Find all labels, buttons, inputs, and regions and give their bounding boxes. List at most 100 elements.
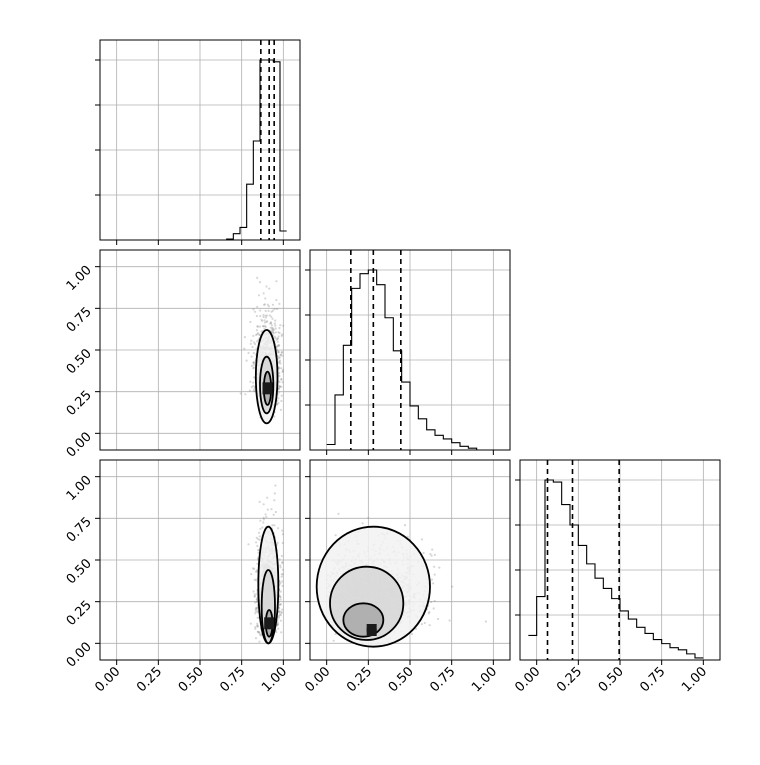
xtick-label-1-0: 0.00 (302, 664, 333, 695)
scatter-point-0-1063 (279, 324, 282, 327)
scatter-point-0-47 (278, 359, 282, 362)
scatter-point-0-485 (274, 337, 277, 340)
scatter-point-0-700 (261, 325, 265, 328)
scatter-point-1-133 (280, 573, 283, 576)
scatter-point-2-393 (437, 617, 440, 621)
scatter-point-0-820 (262, 303, 266, 306)
scatter-point-0-952 (276, 349, 279, 352)
xtick-label-1-3: 0.75 (427, 664, 458, 695)
scatter-point-1-1001 (257, 549, 260, 552)
scatter-point-2-286 (422, 551, 425, 555)
scatter-point-0-613 (276, 340, 279, 343)
scatter-point-0-418 (239, 392, 242, 395)
scatter-point-0-642 (278, 367, 281, 370)
scatter-point-0-1087 (275, 345, 279, 348)
scatter-point-1-114 (279, 596, 282, 599)
scatter-point-1-461 (281, 584, 284, 588)
scatter-point-1-113 (279, 619, 282, 622)
scatter-point-0-258 (279, 362, 282, 365)
scatter-point-1-899 (273, 492, 276, 495)
xtick-label-2-0: 0.00 (512, 664, 543, 695)
scatter-point-1-218 (276, 541, 279, 544)
scatter-point-0-1059 (252, 361, 255, 364)
scatter-point-0-928 (279, 385, 282, 388)
scatter-point-0-620 (278, 361, 281, 364)
xtick-label-2-2: 0.50 (596, 664, 627, 695)
scatter-point-0-911 (277, 344, 280, 348)
scatter-point-0-609 (270, 322, 273, 325)
scatter-point-0-91 (274, 331, 277, 334)
scatter-point-0-155 (249, 320, 252, 324)
scatter-point-0-575 (280, 399, 283, 403)
density-peak-1 (264, 617, 275, 630)
scatter-point-1-940 (281, 561, 284, 565)
scatter-point-0-402 (252, 363, 255, 366)
scatter-point-0-1047 (252, 334, 255, 337)
scatter-point-1-707 (256, 624, 259, 628)
scatter-point-0-236 (271, 328, 274, 331)
scatter-point-0-140 (243, 347, 246, 350)
scatter-point-0-550 (278, 380, 281, 383)
scatter-point-0-719 (259, 309, 262, 312)
xtick-label-2-1: 0.25 (554, 664, 585, 695)
scatter-point-0-876 (264, 316, 267, 319)
scatter-point-0-892 (262, 325, 265, 328)
scatter-point-1-584 (279, 582, 282, 585)
scatter-point-0-859 (253, 361, 256, 364)
scatter-point-0-31 (264, 309, 267, 313)
scatter-point-1-213 (258, 535, 261, 538)
scatter-point-1-135 (254, 610, 258, 613)
scatter-point-0-776 (280, 350, 283, 354)
scatter-point-0-802 (245, 359, 248, 362)
scatter-point-1-427 (256, 622, 259, 625)
scatter-point-2-3 (432, 607, 435, 610)
scatter-point-0-891 (277, 387, 280, 390)
scatter-point-0-819 (256, 332, 260, 335)
scatter-point-0-239 (252, 381, 255, 384)
scatter-point-1-478 (262, 503, 265, 506)
scatter-point-1-956 (250, 573, 253, 576)
scatter-point-0-44 (276, 337, 279, 340)
scatter-point-1-89 (262, 516, 265, 519)
histogram-0 (220, 59, 287, 241)
scatter-point-0-963 (280, 378, 283, 381)
scatter-point-1-653 (255, 541, 258, 544)
scatter-point-1-128 (278, 610, 281, 613)
scatter-point-0-552 (277, 351, 280, 354)
scatter-point-1-784 (255, 536, 258, 540)
scatter-point-0-874 (273, 328, 276, 331)
scatter-point-0-79 (279, 408, 282, 411)
scatter-point-1-945 (274, 510, 277, 514)
scatter-point-1-1062 (278, 558, 281, 561)
scatter-point-1-92 (279, 566, 282, 569)
scatter-point-0-157 (279, 353, 282, 356)
scatter-point-1-1045 (278, 603, 281, 606)
scatter-point-0-1017 (253, 310, 257, 313)
scatter-point-2-660 (428, 624, 431, 627)
scatter-point-0-574 (271, 303, 274, 306)
ytick-label-1-2: 0.50 (64, 346, 95, 377)
scatter-point-1-617 (281, 568, 284, 571)
scatter-point-1-532 (255, 600, 258, 604)
scatter-point-1-579 (273, 499, 276, 502)
scatter-point-2-258 (433, 573, 436, 576)
scatter-point-2-1023 (429, 552, 432, 556)
scatter-point-2-596 (411, 633, 414, 636)
ytick-label-1-4: 1.00 (64, 263, 95, 294)
scatter-point-0-904 (257, 294, 261, 297)
scatter-point-0-277 (263, 324, 267, 328)
scatter-point-1-981 (277, 627, 280, 630)
scatter-point-0-153 (271, 331, 274, 334)
scatter-point-0-331 (265, 320, 268, 323)
scatter-point-1-211 (279, 564, 282, 567)
scatter-point-2-190 (361, 522, 364, 525)
scatter-point-0-250 (279, 354, 282, 357)
scatter-point-2-956 (433, 599, 436, 603)
scatter-point-0-230 (281, 333, 284, 336)
xtick-label-0-0: 0.00 (92, 664, 123, 695)
scatter-point-1-793 (259, 519, 262, 522)
scatter-point-0-430 (268, 287, 271, 290)
scatter-point-0-698 (276, 403, 279, 406)
scatter-point-1-102 (258, 500, 261, 503)
scatter-point-0-744 (262, 315, 265, 319)
